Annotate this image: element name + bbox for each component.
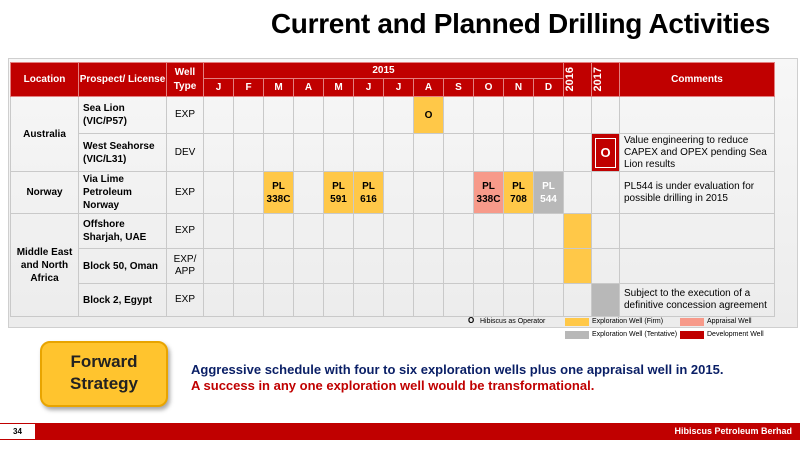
header-comments: Comments (619, 62, 775, 97)
legend-development-swatch (680, 331, 704, 339)
month-header-row: J F M A M J J A S O N D (11, 78, 775, 97)
well-type: EXP (166, 283, 204, 317)
prospect-via-lime: Via Lime Petroleum Norway (78, 171, 167, 214)
month-dec: D (533, 78, 564, 97)
well-type: EXP (166, 171, 204, 214)
pl708-nov-well: PL 708 (503, 171, 534, 214)
month-sep: S (443, 78, 474, 97)
pl338c-mar-well: PL 338C (263, 171, 294, 214)
table-row: Middle East and North Africa Offshore Sh… (10, 213, 775, 317)
table-row: Australia Sea Lion (VIC/P57) EXP O (10, 96, 775, 172)
header-prospect: Prospect/ License (78, 62, 167, 97)
page-title: Current and Planned Drilling Activities (270, 8, 770, 39)
strategy-statement-2: A success in any one exploration well wo… (191, 378, 595, 393)
legend-appraisal-swatch (680, 318, 704, 326)
pl338c-oct-well: PL 338C (473, 171, 504, 214)
sea-lion-aug-well: O (413, 96, 444, 134)
month-apr: A (293, 78, 324, 97)
month-jan: J (203, 78, 234, 97)
prospect-sea-lion: Sea Lion (VIC/P57) (78, 96, 167, 134)
well-type: EXP (166, 96, 204, 134)
header-year-2017: 2017 (591, 62, 620, 97)
comment-west-seahorse: Value engineering to reduce CAPEX and OP… (619, 133, 775, 172)
legend-firm: Exploration Well (Firm) (592, 318, 664, 325)
operator-mark: O (468, 316, 475, 325)
pl616-jun-well: PL 616 (353, 171, 384, 214)
table-row: Block 50, Oman EXP/ APP (11, 248, 775, 284)
legend-appraisal: Appraisal Well (707, 318, 752, 325)
oman-2016-well (563, 248, 592, 284)
header-well-type: Well Type (166, 62, 204, 97)
forward-strategy-line1: Forward (70, 352, 138, 371)
comment-sharjah (619, 213, 775, 249)
location-australia: Australia (10, 96, 79, 172)
pl544-dec-well: PL 544 (533, 171, 564, 214)
month-may: M (323, 78, 354, 97)
month-mar: M (263, 78, 294, 97)
prospect-west-seahorse: West Seahorse (VIC/L31) (78, 133, 167, 172)
sharjah-2016-well (563, 213, 592, 249)
legend-operator: Hibiscus as Operator (480, 318, 546, 325)
header-year-2015: 2015 (203, 62, 564, 79)
prospect-block-2-egypt: Block 2, Egypt (78, 283, 167, 317)
forward-strategy-line2: Strategy (69, 374, 139, 393)
comment-oman (619, 248, 775, 284)
page-number: 34 (0, 424, 35, 439)
footer-bar (0, 423, 800, 440)
location-mena: Middle East and North Africa (10, 213, 79, 317)
header-year-2016: 2016 (563, 62, 592, 97)
table-row: West Seahorse (VIC/L31) DEV O Value engi… (11, 133, 775, 172)
west-seahorse-2017-well: O (591, 133, 620, 172)
month-jun: J (353, 78, 384, 97)
table-row: Norway Via Lime Petroleum Norway EXP PL … (10, 171, 775, 214)
legend-firm-swatch (565, 318, 589, 326)
comment-egypt: Subject to the execution of a definitive… (619, 283, 775, 317)
prospect-block-50-oman: Block 50, Oman (78, 248, 167, 284)
comment-sea-lion (619, 96, 775, 134)
comment-via-lime: PL544 is under evaluation for possible d… (619, 171, 775, 214)
egypt-2017-well (591, 283, 620, 317)
forward-strategy-badge: Forward Strategy (40, 341, 168, 407)
well-type: EXP/ APP (166, 248, 204, 284)
pl591-may-well: PL 591 (323, 171, 354, 214)
header-location: Location (10, 62, 79, 97)
prospect-offshore-sharjah: Offshore Sharjah, UAE (78, 213, 167, 249)
month-oct: O (473, 78, 504, 97)
location-norway: Norway (10, 171, 79, 214)
well-type: DEV (166, 133, 204, 172)
legend-tentative: Exploration Well (Tentative) (592, 331, 678, 338)
month-aug: A (413, 78, 444, 97)
month-feb: F (233, 78, 264, 97)
drilling-schedule-table: Location Prospect/ License Well Type 201… (10, 62, 775, 317)
month-nov: N (503, 78, 534, 97)
month-jul: J (383, 78, 414, 97)
legend-tentative-swatch (565, 331, 589, 339)
company-name: Hibiscus Petroleum Berhad (674, 426, 792, 436)
legend-development: Development Well (707, 331, 764, 338)
table-row: Block 2, Egypt EXP Subject to the execut… (11, 283, 775, 317)
well-type: EXP (166, 213, 204, 249)
strategy-statement-1: Aggressive schedule with four to six exp… (191, 362, 724, 377)
